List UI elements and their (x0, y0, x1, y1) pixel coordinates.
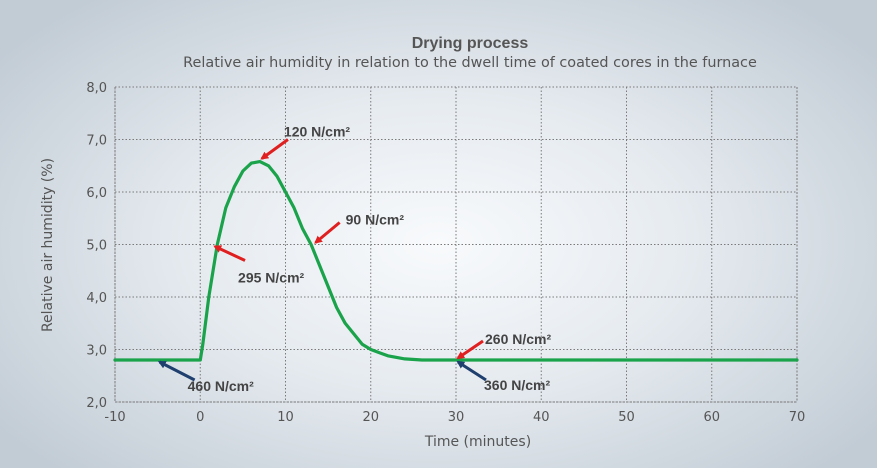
annotation-label: 460 N/cm² (188, 378, 254, 394)
series (113, 160, 799, 362)
y-tick-label: 7,0 (86, 134, 107, 149)
annotation-label: 360 N/cm² (484, 377, 550, 393)
x-tick-label: 0 (196, 410, 204, 425)
x-tick-label: 50 (618, 410, 635, 425)
chart-subtitle: Relative air humidity in relation to the… (183, 55, 757, 71)
grid (114, 86, 798, 403)
annotations: 460 N/cm² 295 N/cm² 120 N/cm² 90 N/cm² 260 N… (157, 124, 551, 394)
humidity-line (113, 160, 799, 362)
x-tick-label: 70 (789, 410, 806, 425)
annotation-arrow (456, 360, 487, 382)
annotation-arrow (314, 221, 341, 244)
y-tick-label: 4,0 (86, 291, 107, 306)
x-tick-label: 20 (362, 410, 379, 425)
annotation-arrow (456, 339, 484, 360)
y-tick-label: 2,0 (86, 396, 107, 411)
annotation-label: 260 N/cm² (485, 331, 551, 347)
y-tick-label: 3,0 (86, 344, 107, 359)
y-tick-label: 5,0 (86, 239, 107, 254)
annotation-label: 295 N/cm² (238, 270, 304, 286)
y-tick-label: 8,0 (86, 81, 107, 96)
annotation-arrow (260, 138, 289, 160)
x-axis-label: Time (minutes) (424, 434, 531, 450)
tick-labels: -10 0 10 20 30 40 50 60 70 2,0 3,0 4,0 5,0 6,0 7,0 8,0 (86, 81, 805, 425)
annotation-label: 90 N/cm² (346, 212, 405, 228)
annotation-arrow (157, 360, 196, 382)
x-tick-label: 60 (703, 410, 720, 425)
chart-title: Drying process (412, 35, 529, 52)
x-tick-label: 30 (448, 410, 465, 425)
x-tick-label: -10 (104, 410, 125, 425)
annotation-arrow (213, 245, 246, 262)
annotation-label: 120 N/cm² (284, 124, 350, 140)
plot-border (114, 86, 798, 403)
y-tick-label: 6,0 (86, 186, 107, 201)
x-tick-label: 10 (277, 410, 294, 425)
x-tick-label: 40 (533, 410, 550, 425)
y-axis-label: Relative air humidity (%) (40, 158, 56, 332)
